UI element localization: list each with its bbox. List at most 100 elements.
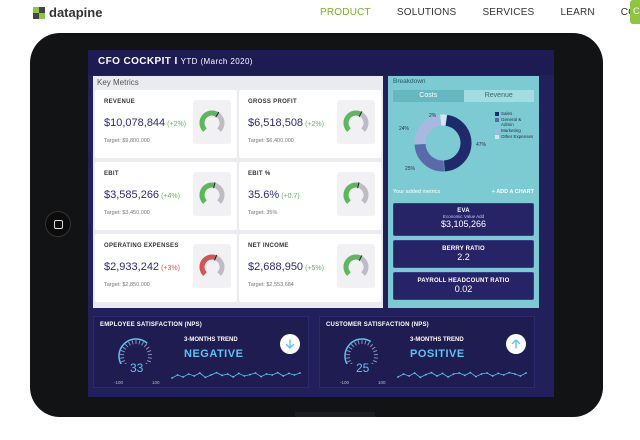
- donut-pct-label: 2%: [429, 113, 437, 119]
- sparkline-point: [276, 371, 279, 374]
- metric-gauge: [193, 172, 231, 216]
- gauge-tick: [145, 346, 150, 350]
- gauge-tick: [350, 343, 355, 348]
- metric-delta: (+2%): [305, 121, 324, 128]
- dashboard-title-text: CFO COCKPIT I: [98, 56, 178, 67]
- add-chart-button[interactable]: + ADD A CHART: [491, 189, 534, 195]
- gauge-tick: [120, 357, 125, 359]
- gauge-icon: [199, 110, 225, 132]
- nav-item-services[interactable]: SERVICES: [482, 7, 535, 18]
- kpi-label: EVA: [457, 208, 470, 214]
- metric-value: $2,933,242 (+3%): [104, 261, 180, 273]
- metric-delta: (+3%): [161, 265, 180, 272]
- metric-delta: (+5%): [305, 265, 324, 272]
- gauge-icon: [199, 254, 225, 276]
- gauge-needle: [358, 255, 363, 261]
- donut-pct-label: 25%: [405, 166, 416, 172]
- nps-min: -100: [340, 380, 350, 385]
- sparkline-point: [210, 374, 212, 376]
- sparkline-point: [525, 372, 527, 374]
- tab-revenue[interactable]: Revenue: [463, 90, 534, 102]
- tab-costs[interactable]: Costs: [393, 90, 464, 102]
- nav-cta-button[interactable]: C: [630, 0, 640, 24]
- logo[interactable]: datapine: [33, 5, 102, 20]
- panel-title: EMPLOYEE SATISFACTION (NPS): [100, 322, 202, 328]
- sparkline-point: [397, 376, 399, 378]
- trend-label: 3-MONTHS TREND: [410, 337, 464, 343]
- gauge-tick: [372, 360, 378, 363]
- gauge-fill: [199, 254, 217, 276]
- gauge-tick: [145, 362, 148, 364]
- metric-label: OPERATING EXPENSES: [104, 243, 179, 249]
- gauge-tick: [357, 340, 360, 345]
- kpi-payroll-headcount-ratio[interactable]: PAYROLL HEADCOUNT RATIO 0.02: [393, 272, 534, 300]
- nps-max: 100: [378, 380, 386, 385]
- kpi-berry-ratio[interactable]: BERRY RATIO 2.2: [393, 240, 534, 268]
- sparkline-point: [508, 371, 511, 374]
- gauge-tick: [346, 357, 351, 359]
- legend-label: Sales: [501, 111, 513, 116]
- gauge-tick: [350, 362, 353, 364]
- main-menu: PRODUCT SOLUTIONS SERVICES LEARN COMPANY: [320, 7, 640, 18]
- arrow-down-icon[interactable]: [280, 334, 300, 354]
- sparkline-point: [282, 375, 285, 377]
- legend-label: Marketing: [501, 128, 521, 133]
- nav-item-solutions[interactable]: SOLUTIONS: [396, 7, 457, 18]
- kpi-eva[interactable]: EVA Economic Value Add $3,105,266: [393, 203, 534, 236]
- arrow-up-icon[interactable]: [506, 334, 526, 354]
- gauge-tick: [122, 346, 127, 350]
- sparkline-point: [447, 376, 449, 378]
- sparkline-point: [204, 376, 207, 379]
- nav-item-learn[interactable]: LEARN: [560, 7, 595, 18]
- gauge-fill: [343, 110, 362, 132]
- sparkline-point: [187, 373, 190, 375]
- sparkline-point: [243, 375, 246, 377]
- metric-card-net-income[interactable]: NET INCOME $2,688,950 (+5%) Target: $2,55…: [239, 234, 381, 302]
- sparkline-point: [293, 374, 296, 376]
- sparkline-point: [215, 371, 218, 374]
- metric-target: Target: $2,850,000: [104, 282, 150, 288]
- trend-sparkline: [397, 371, 527, 379]
- sparkline-point: [491, 375, 494, 377]
- sparkline-point: [502, 374, 505, 376]
- sparkline-path: [171, 372, 301, 379]
- gauge-needle: [215, 111, 220, 118]
- nav-item-product[interactable]: PRODUCT: [320, 7, 371, 18]
- kpi-label: PAYROLL HEADCOUNT RATIO: [417, 278, 510, 284]
- gauge-icon: [343, 254, 369, 276]
- gauge-tick: [128, 341, 131, 346]
- gauge-tick: [147, 350, 152, 353]
- gauge-tick: [120, 360, 126, 363]
- key-metrics-panel: Key Metrics REVENUE $10,078,844 (+2%) Tar…: [93, 76, 383, 308]
- sparkline-point: [287, 372, 290, 375]
- gauge-tick: [369, 343, 374, 348]
- nps-max: 100: [152, 380, 160, 385]
- gauge-fill: [199, 110, 219, 132]
- metric-card-ebit-percent[interactable]: EBIT % 35.6% (+0.7) Target: 35%: [239, 162, 381, 230]
- metric-card-gross-profit[interactable]: GROSS PROFIT $6,518,508 (+2%) Target: $6,…: [239, 90, 381, 158]
- sparkline-point: [475, 375, 477, 378]
- metric-card-ebit[interactable]: EBIT $3,585,266 (+4%) Target: $3,450,000: [95, 162, 237, 230]
- gauge-tick: [371, 362, 374, 364]
- key-metrics-title: Key Metrics: [97, 78, 139, 87]
- gauge-tick: [346, 350, 351, 353]
- gauge-fill: [199, 182, 215, 204]
- metric-card-revenue[interactable]: REVENUE $10,078,844 (+2%) Target: $9,800,…: [95, 90, 237, 158]
- metric-card-operating-expenses[interactable]: OPERATING EXPENSES $2,933,242 (+3%) Targe…: [95, 234, 237, 302]
- metric-label: EBIT: [104, 171, 119, 177]
- sparkline-point: [480, 373, 483, 375]
- dashboard-screen: CFO COCKPIT I YTD (March 2020) Key Metric…: [88, 50, 554, 397]
- gauge-tick: [120, 350, 125, 353]
- breakdown-tabs: Costs Revenue: [393, 90, 534, 102]
- sparkline-point: [497, 372, 500, 375]
- gauge-tick: [124, 343, 129, 348]
- sparkline-point: [198, 372, 201, 374]
- gauge-tick: [146, 360, 152, 363]
- sparkline-point: [254, 372, 257, 374]
- metric-delta: (+0.7): [281, 193, 300, 200]
- donut-hole: [429, 129, 457, 157]
- sparkline-point: [265, 373, 268, 375]
- donut-pct-label: 47%: [476, 142, 487, 148]
- legend-label: Other Expenses: [501, 134, 534, 139]
- metric-gauge: [337, 244, 375, 288]
